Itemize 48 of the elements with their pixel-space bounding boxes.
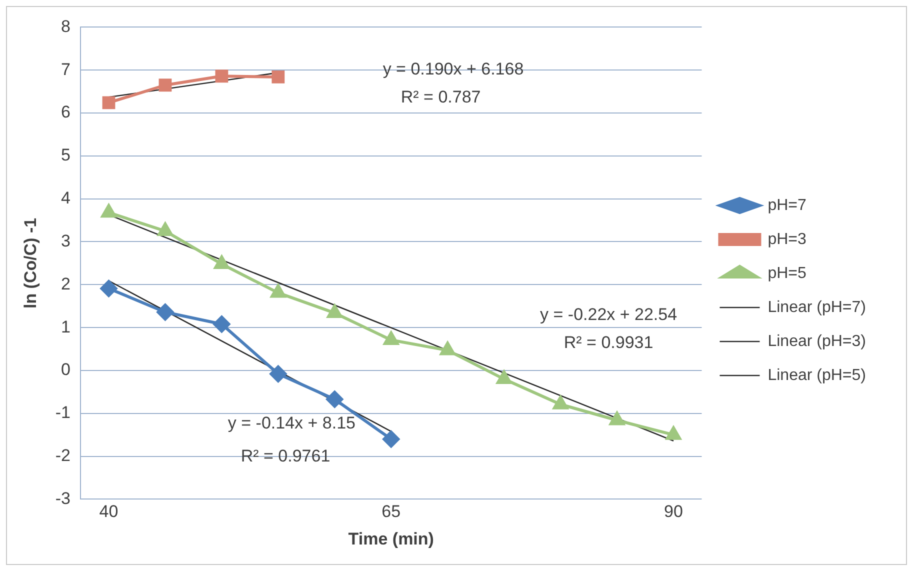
point bbox=[158, 222, 173, 236]
point bbox=[440, 342, 456, 356]
legend-label: pH=7 bbox=[768, 196, 807, 214]
y-tick-label: 4 bbox=[61, 188, 71, 208]
y-tick-label: 0 bbox=[61, 360, 71, 380]
x-axis-title: Time (min) bbox=[348, 529, 434, 548]
point bbox=[609, 412, 625, 426]
x-tick-label: 90 bbox=[664, 502, 683, 522]
point bbox=[270, 284, 286, 298]
y-tick-label: -2 bbox=[55, 446, 71, 465]
annotation: y = -0.22x + 22.54 bbox=[540, 304, 678, 324]
point bbox=[213, 316, 230, 333]
legend-label: pH=3 bbox=[768, 230, 807, 248]
legend-label: Linear (pH=7) bbox=[768, 298, 866, 316]
point bbox=[156, 304, 174, 321]
annotation: R² = 0.787 bbox=[400, 88, 481, 107]
point bbox=[101, 204, 116, 218]
point bbox=[327, 304, 342, 318]
y-tick-label: 1 bbox=[61, 317, 71, 336]
y-tick-label: -1 bbox=[55, 403, 71, 422]
point bbox=[270, 365, 287, 382]
annotation: y = 0.190x + 6.168 bbox=[382, 59, 524, 78]
x-tick-label: 40 bbox=[99, 502, 118, 522]
legend-label: Linear (pH=3) bbox=[768, 332, 866, 350]
point bbox=[496, 370, 512, 384]
y-tick-label: 5 bbox=[61, 146, 71, 165]
point bbox=[384, 332, 399, 346]
y-axis-title: ln (Co/C) -1 bbox=[20, 218, 40, 309]
y-tick-label: 2 bbox=[61, 274, 71, 294]
legend-label: pH=5 bbox=[768, 264, 807, 282]
point bbox=[666, 426, 682, 440]
y-tick-label: 3 bbox=[61, 231, 71, 250]
x-tick-label: 65 bbox=[382, 502, 401, 522]
point bbox=[214, 256, 230, 270]
annotation: y = -0.14x + 8.15 bbox=[228, 413, 356, 432]
y-tick-label: -3 bbox=[55, 488, 71, 508]
y-tick-label: 8 bbox=[61, 16, 71, 36]
point bbox=[552, 396, 568, 410]
point bbox=[215, 70, 228, 83]
legend-label: Linear (pH=5) bbox=[768, 366, 866, 384]
point bbox=[158, 78, 172, 92]
point bbox=[102, 96, 116, 110]
point bbox=[100, 280, 118, 298]
annotation: R² = 0.9761 bbox=[240, 446, 330, 466]
point bbox=[272, 70, 285, 84]
y-tick-label: 7 bbox=[61, 60, 71, 79]
y-tick-label: 6 bbox=[61, 102, 71, 122]
annotation: R² = 0.9931 bbox=[564, 333, 654, 352]
